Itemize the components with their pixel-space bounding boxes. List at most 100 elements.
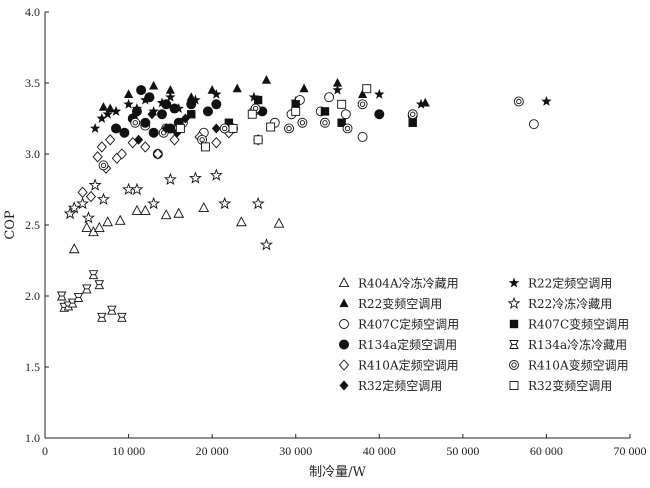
data-point-circle-open <box>357 132 368 142</box>
data-point-star-open <box>251 196 265 210</box>
data-point-star-open <box>76 196 90 210</box>
data-point-square-open <box>175 123 185 133</box>
data-point-star-open <box>163 172 177 186</box>
data-point-circle-filled <box>186 99 197 110</box>
data-point-triangle-filled <box>299 83 309 93</box>
legend-label: R22冷冻冷藏用 <box>528 296 612 311</box>
data-point-square-open <box>337 99 347 109</box>
data-point-diamond-open <box>85 190 97 203</box>
data-point-square-open <box>266 122 276 132</box>
data-point-circle-filled <box>157 109 167 120</box>
data-point-square-open <box>291 106 301 116</box>
legend-marker-star-open <box>507 296 521 309</box>
data-point-circle-filled <box>148 127 159 138</box>
data-point-triangle-filled <box>149 80 159 90</box>
data-point-hourglass-open <box>88 270 99 280</box>
data-point-circle-open <box>528 119 539 130</box>
data-point-square-open <box>362 84 372 94</box>
legend-marker-hourglass-open <box>509 340 519 349</box>
data-point-star-filled <box>110 105 122 116</box>
data-point-hourglass-open <box>117 312 127 322</box>
data-point-star-filled <box>541 95 552 106</box>
data-point-hourglass-open <box>97 312 107 322</box>
data-point-diamond-open <box>105 134 116 146</box>
x-tick-label: 60 000 <box>530 444 563 458</box>
y-tick-label: 1.5 <box>25 360 40 374</box>
data-points <box>56 75 552 322</box>
data-point-square-open <box>228 123 238 133</box>
data-point-diamond-filled <box>180 113 190 124</box>
data-point-star-open <box>259 238 273 251</box>
data-point-circle-dot <box>513 96 524 107</box>
data-point-hourglass-open <box>82 284 92 294</box>
data-point-triangle-open <box>131 204 143 215</box>
data-point-square-filled <box>320 107 330 116</box>
x-tick-label: 50 000 <box>446 444 479 458</box>
data-point-diamond-open <box>92 151 103 163</box>
data-point-square-filled <box>291 100 300 109</box>
data-point-circle-dot <box>297 117 308 128</box>
data-point-hourglass-open <box>73 292 84 302</box>
data-point-circle-filled <box>119 127 130 138</box>
legend-marker-triangle-filled <box>339 298 349 308</box>
data-point-triangle-open <box>102 216 114 227</box>
data-point-square-filled <box>337 118 346 127</box>
data-point-star-open <box>188 171 202 184</box>
data-point-circle-filled <box>169 103 180 114</box>
legend-label: R410A变频空调用 <box>528 358 629 373</box>
data-point-diamond-open <box>116 148 127 160</box>
data-point-circle-dot <box>407 109 418 120</box>
y-tick-label: 3.5 <box>25 76 40 90</box>
data-point-hourglass-open <box>56 291 67 301</box>
legend-label: R407C定频空调用 <box>358 317 459 332</box>
data-point-triangle-filled <box>186 92 196 101</box>
legend-label: R22定频空调用 <box>528 276 612 291</box>
data-point-triangle-filled <box>332 78 343 87</box>
data-point-circle-filled <box>161 99 172 110</box>
data-point-star-filled <box>89 122 101 133</box>
data-point-triangle-filled <box>98 102 109 111</box>
data-point-triangle-filled <box>261 75 272 84</box>
data-point-diamond-open <box>140 141 151 153</box>
legend-label: R32变频空调用 <box>528 378 612 393</box>
data-point-star-filled <box>332 84 343 95</box>
data-point-square-filled <box>187 110 196 119</box>
data-point-circle-dot <box>320 117 330 128</box>
data-point-triangle-open <box>173 207 185 218</box>
data-point-star-open <box>82 211 95 224</box>
data-point-circle-filled <box>140 117 151 128</box>
y-tick-label: 2.5 <box>25 218 40 232</box>
data-point-star-open <box>147 196 161 210</box>
data-point-circle-dot <box>98 160 109 171</box>
data-point-circle-dot <box>342 123 353 134</box>
data-point-triangle-open <box>139 204 151 215</box>
data-point-triangle-open <box>93 221 105 232</box>
data-point-star-filled <box>165 91 176 102</box>
data-point-circle-dot <box>219 123 230 134</box>
data-point-triangle-open <box>160 209 172 220</box>
data-point-diamond-open <box>211 136 222 149</box>
data-point-diamond-open <box>96 141 107 153</box>
data-point-triangle-open <box>273 217 285 228</box>
data-point-star-filled <box>123 98 134 109</box>
axes: 制冷量/W COP <box>3 12 630 480</box>
data-point-circle-open <box>324 92 335 103</box>
x-tick-label: 10 000 <box>112 444 145 458</box>
legend-marker-triangle-open <box>338 277 350 288</box>
data-point-circle-filled <box>374 109 385 120</box>
legend-label: R22变频空调用 <box>358 296 442 311</box>
data-point-star-open <box>88 178 102 191</box>
x-axis-title: 制冷量/W <box>309 465 366 480</box>
data-point-hourglass-open <box>107 305 117 315</box>
data-point-circle-filled <box>202 106 213 117</box>
data-point-star-filled <box>190 94 201 105</box>
data-point-triangle-open <box>114 214 126 225</box>
data-point-triangle-filled <box>105 103 115 113</box>
data-point-circle-filled <box>136 85 147 96</box>
data-point-star-open <box>218 196 232 210</box>
data-point-square-filled <box>408 118 417 127</box>
data-point-triangle-open <box>198 202 210 213</box>
data-point-triangle-filled <box>357 89 368 98</box>
data-point-diamond-filled <box>134 134 144 145</box>
data-point-circle-open <box>340 109 351 120</box>
